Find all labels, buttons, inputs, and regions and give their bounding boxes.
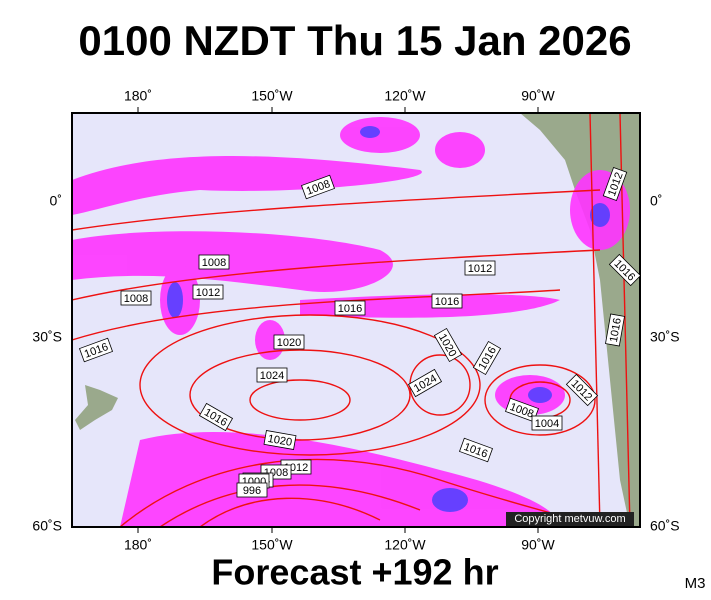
isobar-label: 1004 — [535, 418, 559, 430]
isobar-label-box — [198, 402, 234, 432]
isobar-label-box — [565, 373, 599, 407]
latitude-label: 0˚ — [650, 193, 662, 209]
isobar-label: 1012 — [196, 287, 220, 299]
latitude-label: 30˚S — [650, 329, 680, 345]
isobar-label: 1012 — [468, 263, 492, 275]
model-label: M3 — [685, 575, 706, 592]
isobar-label: 1020 — [277, 337, 301, 349]
isobar-label-box — [273, 334, 305, 350]
isobar-label-box — [531, 415, 563, 431]
isobar-label-box — [472, 340, 502, 376]
isobar-label-box — [407, 368, 443, 398]
isobar-label-box — [433, 327, 463, 363]
latitude-label: 30˚S — [32, 329, 62, 345]
longitude-label: 90˚W — [521, 88, 555, 104]
isobar-label-box — [602, 166, 628, 202]
longitude-label: 180˚ — [124, 88, 152, 104]
isobar-label-box — [78, 337, 114, 363]
isobar-label-box — [431, 293, 463, 309]
isobar-label: 1020 — [267, 433, 293, 449]
isobar-label-box — [605, 313, 625, 347]
isobars — [72, 113, 631, 527]
latitude-label: 0˚ — [50, 193, 62, 209]
isobar-label-box — [263, 430, 297, 450]
longitude-label: 90˚W — [521, 537, 555, 553]
isobar-label-box — [504, 397, 540, 423]
isobar-label: 1008 — [124, 293, 148, 305]
title: 0100 NZDT Thu 15 Jan 2026 — [78, 17, 631, 64]
isobar-label-box — [256, 367, 288, 383]
latitude-label: 60˚S — [650, 518, 680, 534]
isobar-label-box — [236, 482, 268, 498]
map-area — [72, 113, 640, 527]
isobar-label-box — [198, 254, 230, 270]
isobar-label-box — [458, 437, 494, 463]
forecast-label: Forecast +192 hr — [211, 552, 498, 593]
map-frame — [71, 112, 641, 528]
isobar-label-box — [334, 300, 366, 316]
copyright: Copyright metvuw.com — [514, 513, 625, 525]
heavy-precip — [167, 126, 610, 512]
longitude-label: 120˚W — [384, 537, 426, 553]
isobar-label-box — [300, 174, 336, 200]
isobar-label: 1016 — [338, 303, 362, 315]
isobar-label-box — [120, 290, 152, 306]
isobar-label: 1024 — [260, 370, 284, 382]
isobar-label: 1016 — [608, 317, 624, 343]
longitude-label: 150˚W — [251, 537, 293, 553]
longitude-label: 120˚W — [384, 88, 426, 104]
isobar-label-box — [608, 253, 642, 287]
isobar-label: 996 — [243, 485, 261, 497]
longitude-label: 180˚ — [124, 537, 152, 553]
latitude-label: 60˚S — [32, 518, 62, 534]
copyright-box — [506, 512, 634, 526]
isobar-label: 1008 — [202, 257, 226, 269]
isobar-label-box — [464, 260, 496, 276]
isobar-label-box — [192, 284, 224, 300]
new-zealand — [75, 385, 118, 430]
isobar-label: 1016 — [435, 296, 459, 308]
longitude-label: 150˚W — [251, 88, 293, 104]
